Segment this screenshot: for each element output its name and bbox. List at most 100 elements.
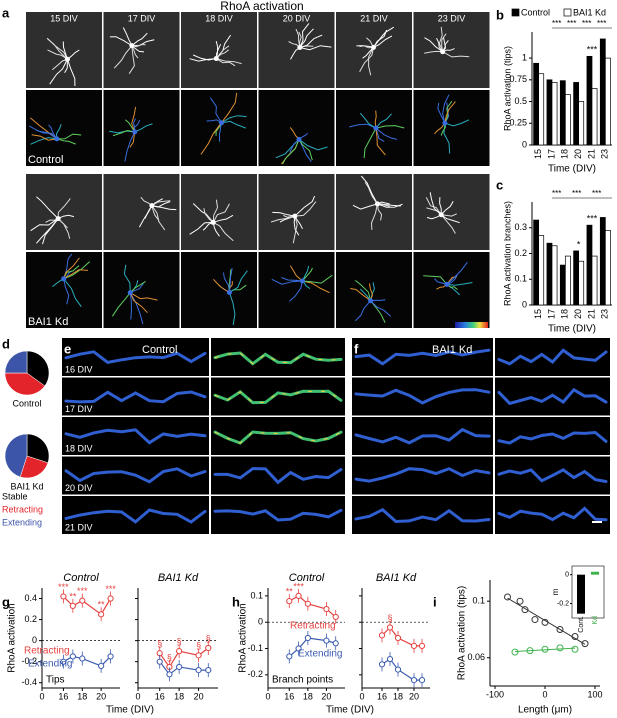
soma [226,289,232,295]
data-point [541,645,549,653]
micrograph [495,417,610,455]
div-label: 16 DIV [65,364,93,374]
neurite [63,261,91,280]
micrograph [413,90,490,166]
neurite [215,49,230,59]
neurite [109,36,133,47]
data-point [556,625,564,633]
x-tick-label: 16 [377,691,387,701]
fit-line [514,647,576,653]
soma [374,201,380,207]
neurite [423,275,448,285]
panel-label: h [232,594,240,609]
subplot-title: BAI1 Kd [158,572,199,584]
neurite [123,264,131,293]
bar [577,574,585,614]
bar [586,55,593,146]
neurite [129,292,158,301]
neurite [221,120,246,129]
neurite [360,175,378,205]
series-line [288,595,337,618]
axis-label: Time (DIV) [106,705,154,716]
neurite [62,41,68,60]
y-tick-label: 0 [32,635,37,645]
data-point [286,598,293,605]
data-point [286,653,293,660]
neurite [299,23,310,48]
neurite [138,205,153,228]
y-tick-label: 0.1 [472,596,485,606]
bar [591,255,598,306]
y-tick-label: 0.06 [467,652,485,662]
neurite [373,26,395,48]
significance: *** [58,582,69,592]
x-tick-label: 20 [409,691,419,701]
figure-title: RhoA activation [220,0,303,13]
div-label: 18 DIV [205,13,233,23]
x-tick-label: 18 [174,691,184,701]
data-point [418,642,426,649]
data-point [511,648,519,656]
neurite [281,277,303,282]
neurite [57,198,71,219]
bar [573,82,580,146]
panel-title: Control [142,344,177,356]
neurite [213,508,343,522]
neurite [375,125,405,129]
scale-bar [592,521,602,523]
significance: ** [98,600,106,610]
micrograph [103,252,180,328]
neurite [221,115,247,124]
data-point [295,645,302,652]
panel-label: i [433,594,437,609]
significance: § [196,641,201,651]
significance: § [157,639,162,649]
div-label: 20 DIV [65,483,93,493]
condition-label: BAI1 Kd [28,316,68,328]
row-label: FRET [12,278,22,302]
series-line [381,658,422,681]
x-tick-label: 18 [77,691,87,701]
neurite [294,201,317,217]
data-point [323,637,330,644]
data-point [79,655,86,662]
y-tick-label: 0.75 [509,74,527,84]
x-tick-label: 23 [600,149,610,159]
neurite [129,131,136,148]
axis-label: Time (DIV) [548,164,596,175]
neurite [289,138,300,153]
x-tick-label: 0 [39,691,44,701]
soma [132,129,138,135]
data-point [378,632,386,639]
significance: *** [587,214,598,224]
subplot-title: Control [289,572,325,584]
neurite [57,214,75,220]
legend-label: BAI1 Kd [573,7,606,17]
neurite [64,390,207,404]
neurite [375,128,386,156]
neurite [290,47,301,60]
y-tick-label: -0.1 [247,643,263,653]
pie-label: BAI1 Kd [10,481,43,491]
bar [538,235,545,306]
row-label: FRET [12,116,22,140]
neurite [131,39,155,47]
neurite [424,37,443,53]
x-tick-label: 18 [303,691,313,701]
pie-slice [26,433,50,464]
neurite [439,197,442,215]
legend-swatch [511,8,520,17]
neurite [131,106,137,133]
soma [129,43,135,49]
data-point [98,611,105,618]
significance: *** [552,189,561,198]
neurite [271,278,303,285]
micrograph [103,12,180,88]
neurite [112,129,135,137]
data-point [504,593,511,601]
neurite [349,123,377,129]
x-tick-label: 21 [586,309,596,319]
data-point [205,667,212,674]
significance: *** [552,19,561,28]
bar [573,250,580,306]
